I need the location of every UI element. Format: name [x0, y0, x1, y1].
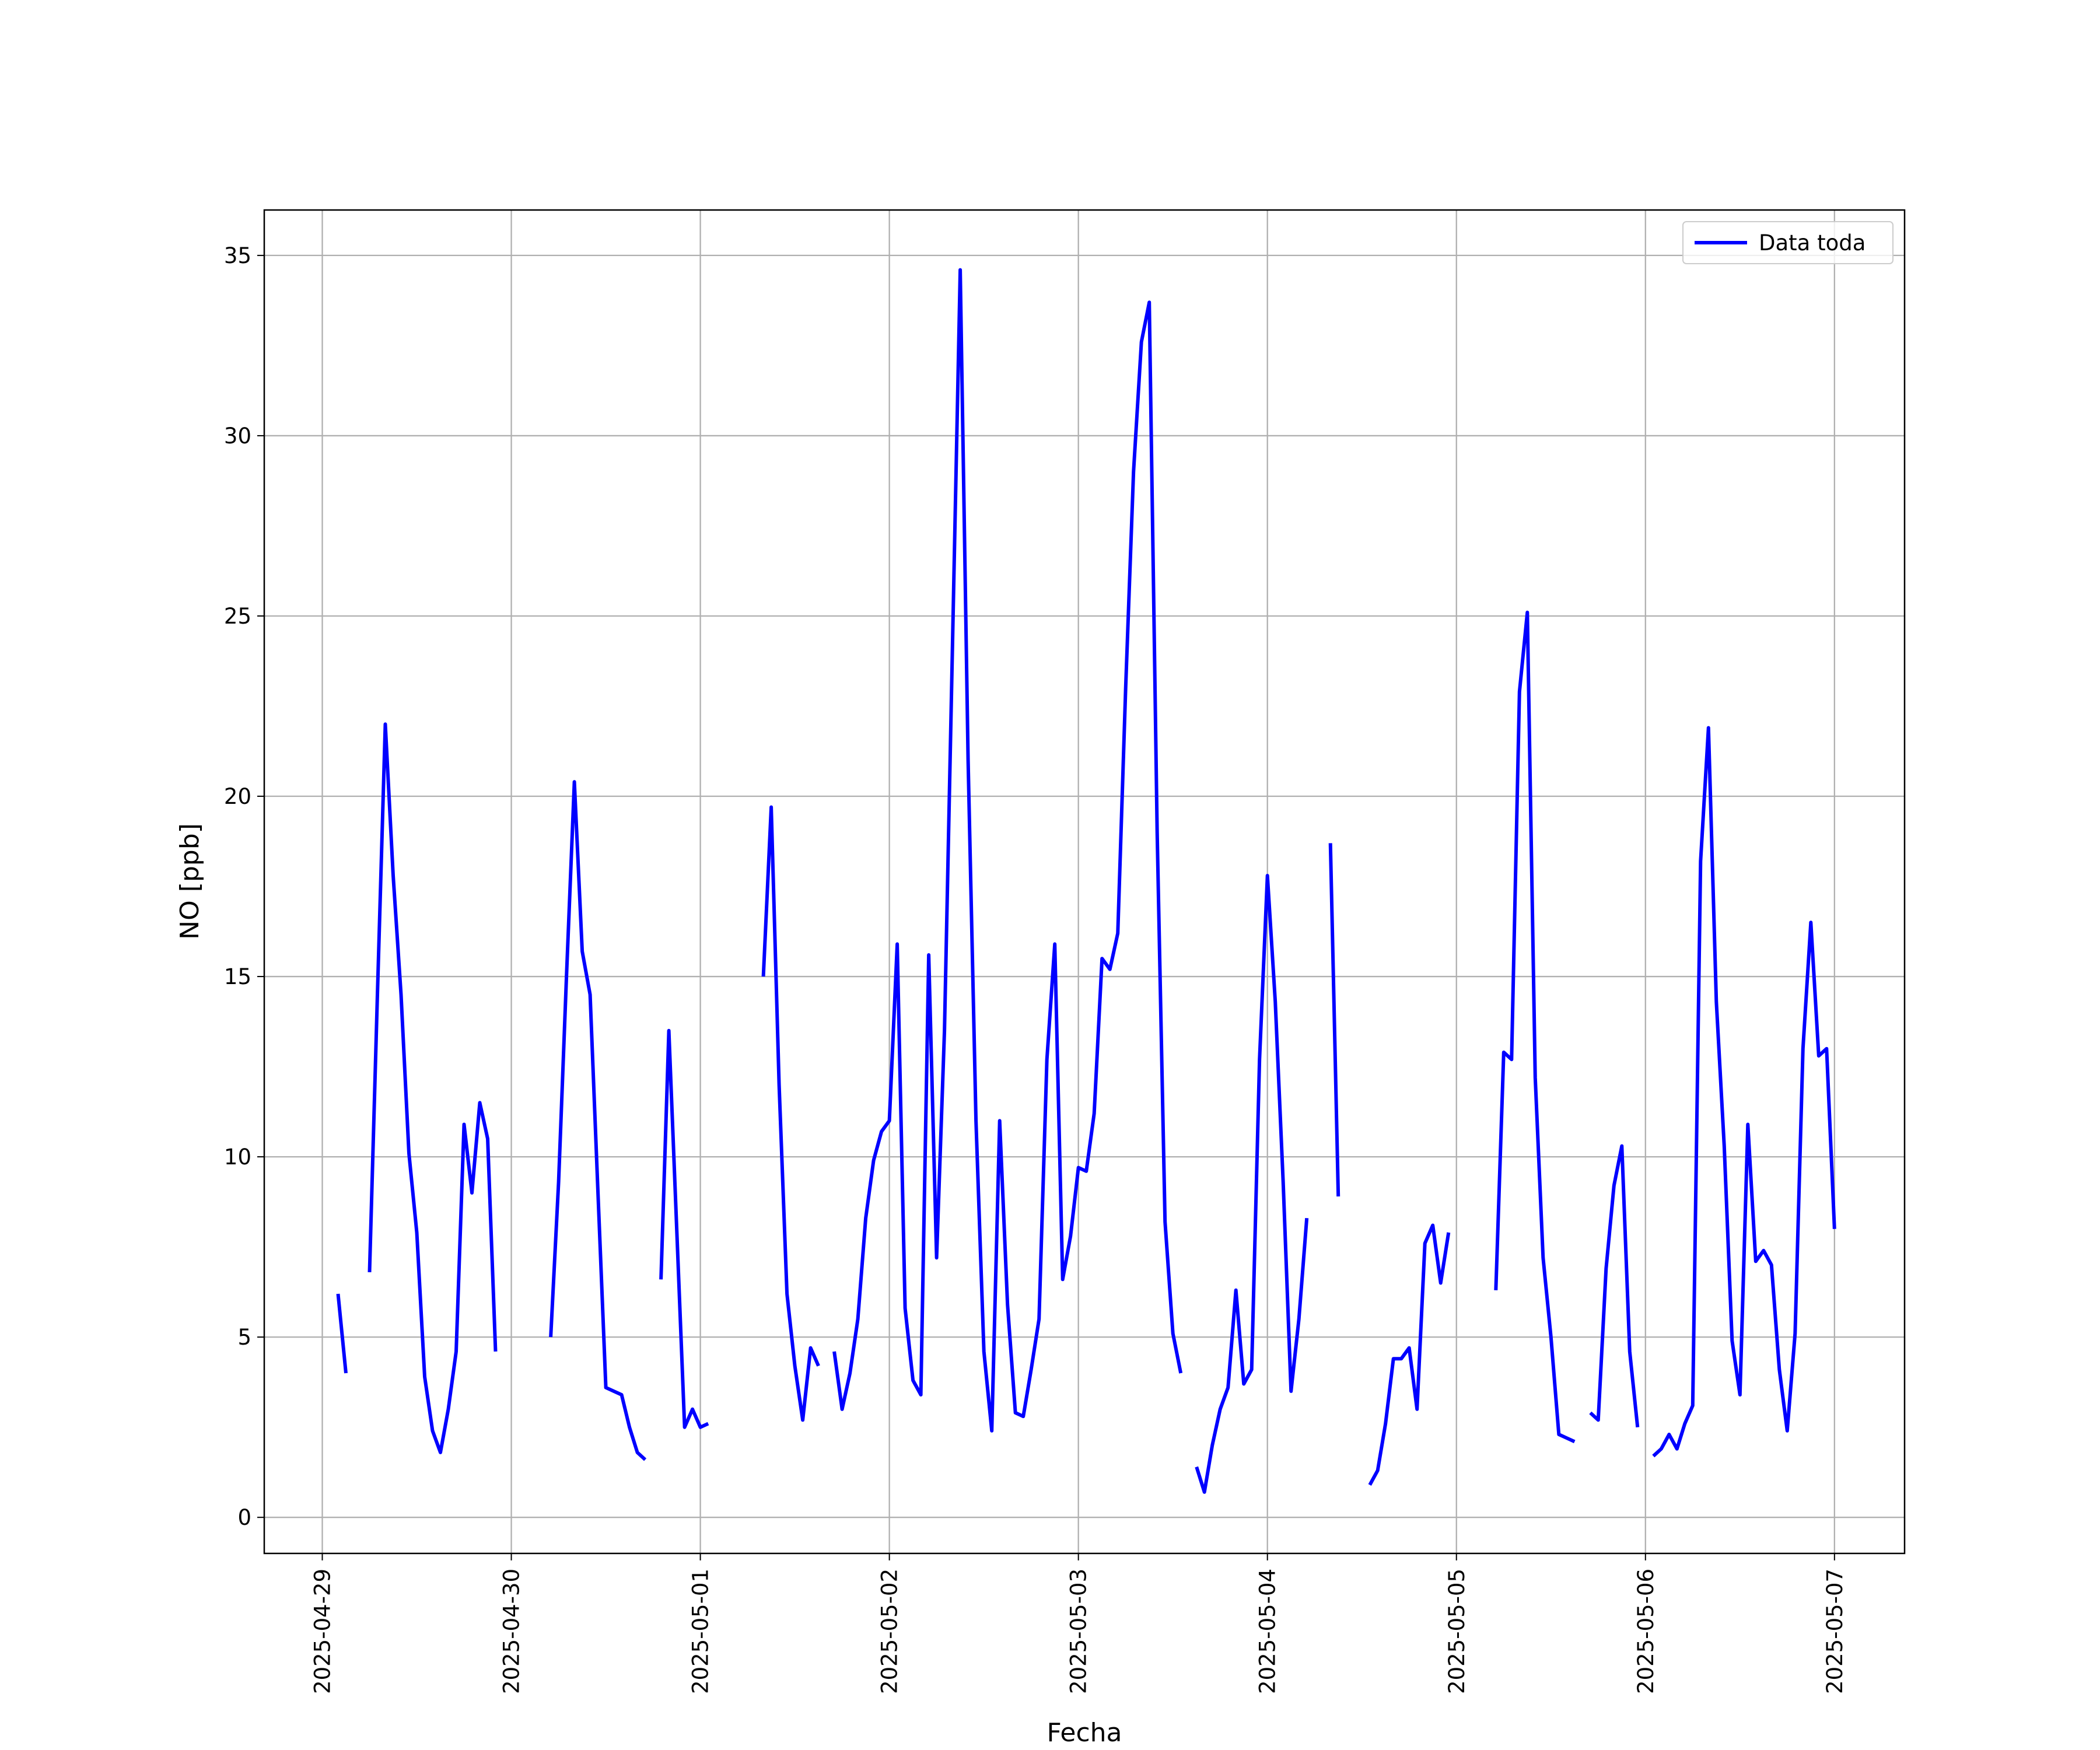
- y-tick-label: 10: [224, 1144, 251, 1170]
- x-tick-label: 2025-05-05: [1444, 1569, 1469, 1694]
- x-tick-label: 2025-05-04: [1255, 1569, 1280, 1694]
- x-tick-label: 2025-04-29: [310, 1569, 335, 1694]
- x-tick-label: 2025-05-03: [1066, 1569, 1091, 1694]
- data-line: [336, 268, 1836, 1494]
- x-axis-label: Fecha: [1046, 1718, 1122, 1748]
- x-tick-label: 2025-04-30: [499, 1569, 524, 1694]
- y-tick-label: 30: [224, 424, 251, 449]
- y-tick-label: 20: [224, 784, 251, 809]
- x-tick-label: 2025-05-02: [877, 1569, 902, 1694]
- y-tick-label: 5: [237, 1325, 251, 1350]
- y-tick-label: 0: [237, 1505, 251, 1530]
- y-axis-label: NO [ppb]: [175, 823, 205, 940]
- legend-label: Data toda: [1759, 230, 1866, 256]
- legend-box: [1682, 221, 1894, 264]
- y-tick-label: 15: [224, 964, 251, 989]
- y-tick-label: 35: [224, 243, 251, 268]
- x-tick-label: 2025-05-01: [688, 1569, 713, 1694]
- plot-frame: [263, 209, 1906, 1555]
- x-tick-label: 2025-05-07: [1822, 1569, 1847, 1694]
- x-tick-label: 2025-05-06: [1633, 1569, 1658, 1694]
- y-tick-label: 25: [224, 604, 251, 629]
